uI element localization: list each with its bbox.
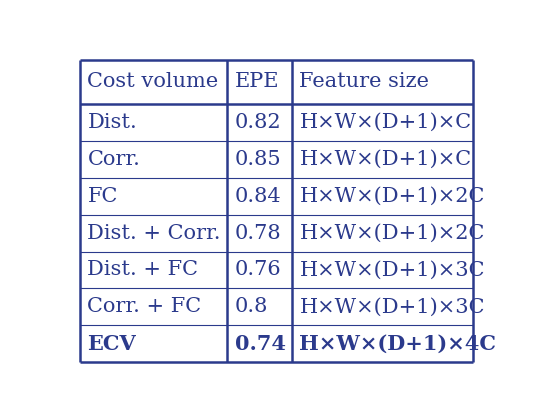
Text: 0.74: 0.74	[234, 334, 286, 354]
Text: Cost volume: Cost volume	[87, 72, 219, 91]
Text: H×W×(D+1)×3C: H×W×(D+1)×3C	[300, 260, 485, 280]
Text: ECV: ECV	[87, 334, 136, 354]
Text: Corr. + FC: Corr. + FC	[87, 298, 202, 316]
Text: 0.82: 0.82	[234, 113, 281, 132]
Text: H×W×(D+1)×C: H×W×(D+1)×C	[300, 150, 472, 168]
Text: Dist.: Dist.	[87, 113, 137, 132]
Text: Feature size: Feature size	[300, 72, 430, 91]
Text: 0.76: 0.76	[234, 260, 281, 280]
Text: Dist. + FC: Dist. + FC	[87, 260, 198, 280]
Text: Corr.: Corr.	[87, 150, 140, 168]
Text: H×W×(D+1)×3C: H×W×(D+1)×3C	[300, 298, 485, 316]
Text: H×W×(D+1)×C: H×W×(D+1)×C	[300, 113, 472, 132]
Text: 0.85: 0.85	[234, 150, 281, 168]
Text: 0.84: 0.84	[234, 186, 281, 206]
Text: EPE: EPE	[234, 72, 279, 91]
Text: FC: FC	[87, 186, 118, 206]
Text: 0.78: 0.78	[234, 224, 281, 242]
Text: Dist. + Corr.: Dist. + Corr.	[87, 224, 221, 242]
Text: H×W×(D+1)×4C: H×W×(D+1)×4C	[300, 334, 496, 354]
Text: H×W×(D+1)×2C: H×W×(D+1)×2C	[300, 224, 485, 242]
Text: H×W×(D+1)×2C: H×W×(D+1)×2C	[300, 186, 485, 206]
Text: 0.8: 0.8	[234, 298, 268, 316]
